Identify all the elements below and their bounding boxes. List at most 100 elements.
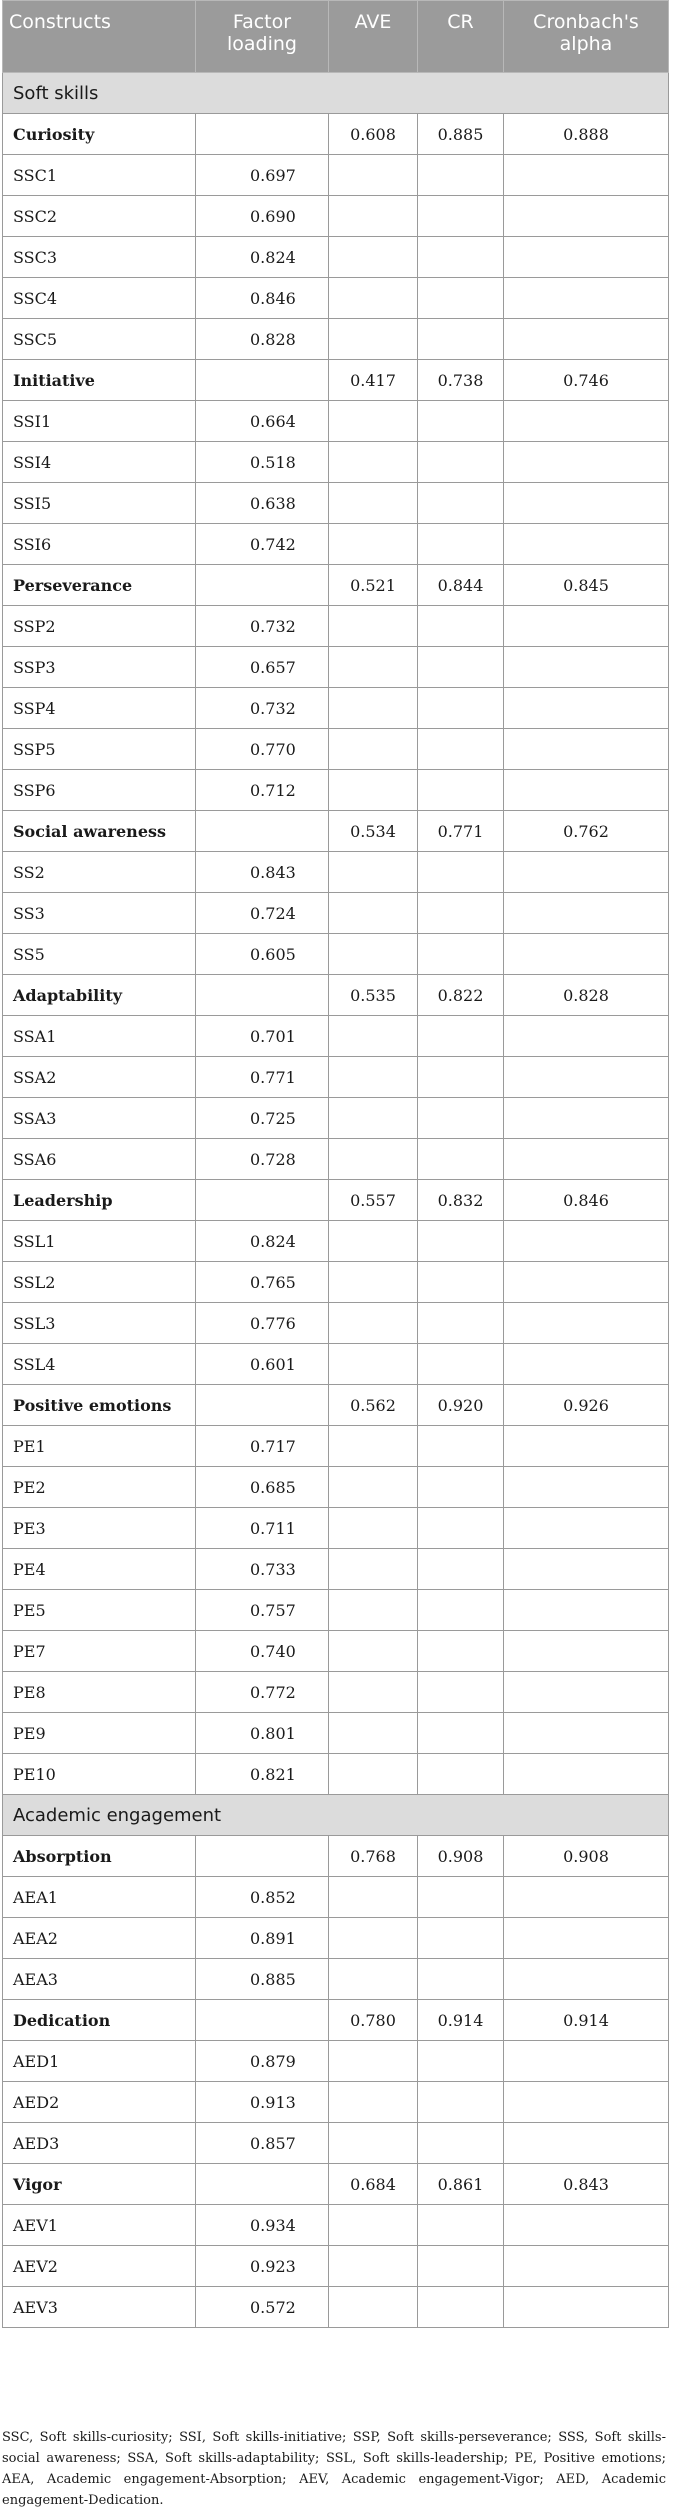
ave-cell	[328, 1425, 418, 1467]
cr-cell	[417, 1548, 504, 1590]
ave-cell	[328, 1630, 418, 1672]
cronbach-alpha-value: 0.845	[503, 564, 669, 606]
cronbach-alpha-cell	[503, 1138, 669, 1180]
section-header-row: Soft skills	[2, 72, 669, 114]
cr-cell	[417, 1671, 504, 1713]
construct-name: Vigor	[2, 2163, 196, 2205]
header-factor-loading: Factor loading	[195, 0, 329, 73]
cr-cell	[417, 195, 504, 237]
factor-loading-value: 0.772	[195, 1671, 329, 1713]
item-row: AEV1 0.934	[2, 2204, 669, 2246]
item-row: SSP6 0.712	[2, 769, 669, 811]
cronbach-alpha-cell	[503, 2081, 669, 2123]
item-code: SSC4	[2, 277, 196, 319]
cr-cell	[417, 2122, 504, 2164]
header-constructs: Constructs	[2, 0, 196, 73]
ave-cell	[328, 1343, 418, 1385]
ave-cell	[328, 277, 418, 319]
cronbach-alpha-value: 0.762	[503, 810, 669, 852]
factor-loading-value: 0.923	[195, 2245, 329, 2287]
cronbach-alpha-cell	[503, 1917, 669, 1959]
factor-loading-value: 0.742	[195, 523, 329, 565]
cronbach-alpha-cell	[503, 1589, 669, 1631]
cr-cell	[417, 1302, 504, 1344]
item-code: SSI1	[2, 400, 196, 442]
cronbach-alpha-cell	[503, 2245, 669, 2287]
cr-cell	[417, 2286, 504, 2328]
construct-row: Dedication 0.780 0.914 0.914	[2, 1999, 669, 2041]
cronbach-alpha-cell	[503, 2122, 669, 2164]
cronbach-alpha-cell	[503, 728, 669, 770]
ave-cell	[328, 605, 418, 647]
factor-loading-value: 0.605	[195, 933, 329, 975]
cr-cell	[417, 523, 504, 565]
ave-cell	[328, 236, 418, 278]
cronbach-alpha-cell	[503, 400, 669, 442]
factor-loading-cell	[195, 1835, 329, 1877]
item-code: PE8	[2, 1671, 196, 1713]
item-code: SSP4	[2, 687, 196, 729]
factor-loading-value: 0.846	[195, 277, 329, 319]
ave-cell	[328, 687, 418, 729]
factor-loading-value: 0.733	[195, 1548, 329, 1590]
factor-loading-value: 0.728	[195, 1138, 329, 1180]
factor-loading-value: 0.712	[195, 769, 329, 811]
item-row: SSC5 0.828	[2, 318, 669, 360]
item-code: AED1	[2, 2040, 196, 2082]
factor-loading-value: 0.732	[195, 687, 329, 729]
item-code: SSI6	[2, 523, 196, 565]
item-code: SSC1	[2, 154, 196, 196]
item-row: SSL2 0.765	[2, 1261, 669, 1303]
item-row: SS2 0.843	[2, 851, 669, 893]
item-code: AEV2	[2, 2245, 196, 2287]
item-row: AED3 0.857	[2, 2122, 669, 2164]
cronbach-alpha-cell	[503, 2204, 669, 2246]
ave-cell	[328, 728, 418, 770]
cr-cell	[417, 236, 504, 278]
item-row: PE9 0.801	[2, 1712, 669, 1754]
cr-cell	[417, 441, 504, 483]
cr-cell	[417, 1220, 504, 1262]
cr-value: 0.885	[417, 113, 504, 155]
item-row: AEV3 0.572	[2, 2286, 669, 2328]
factor-loading-value: 0.934	[195, 2204, 329, 2246]
header-cr: CR	[417, 0, 504, 73]
cr-value: 0.844	[417, 564, 504, 606]
construct-row: Curiosity 0.608 0.885 0.888	[2, 113, 669, 155]
ave-value: 0.562	[328, 1384, 418, 1426]
item-code: SS3	[2, 892, 196, 934]
item-row: SS3 0.724	[2, 892, 669, 934]
factor-loading-cell	[195, 1999, 329, 2041]
item-row: SSL4 0.601	[2, 1343, 669, 1385]
cronbach-alpha-cell	[503, 1671, 669, 1713]
item-code: SSC2	[2, 195, 196, 237]
section-header-row: Academic engagement	[2, 1794, 669, 1836]
ave-cell	[328, 154, 418, 196]
ave-cell	[328, 1466, 418, 1508]
item-code: SSL3	[2, 1302, 196, 1344]
item-row: SSA6 0.728	[2, 1138, 669, 1180]
item-row: SSP2 0.732	[2, 605, 669, 647]
factor-loading-value: 0.711	[195, 1507, 329, 1549]
factor-loading-cell	[195, 1384, 329, 1426]
item-code: SSC5	[2, 318, 196, 360]
item-code: SSL2	[2, 1261, 196, 1303]
cr-value: 0.914	[417, 1999, 504, 2041]
item-code: AEA3	[2, 1958, 196, 2000]
item-row: SSI6 0.742	[2, 523, 669, 565]
cr-cell	[417, 1917, 504, 1959]
item-row: AEA1 0.852	[2, 1876, 669, 1918]
cronbach-alpha-cell	[503, 1261, 669, 1303]
ave-cell	[328, 1097, 418, 1139]
header-cronbach-alpha: Cronbach's alpha	[503, 0, 669, 73]
header-ave: AVE	[328, 0, 418, 73]
construct-row: Leadership 0.557 0.832 0.846	[2, 1179, 669, 1221]
item-code: AEV3	[2, 2286, 196, 2328]
ave-value: 0.557	[328, 1179, 418, 1221]
cr-value: 0.908	[417, 1835, 504, 1877]
cr-value: 0.771	[417, 810, 504, 852]
ave-cell	[328, 318, 418, 360]
item-code: SSA6	[2, 1138, 196, 1180]
cronbach-alpha-cell	[503, 892, 669, 934]
item-row: SSA2 0.771	[2, 1056, 669, 1098]
